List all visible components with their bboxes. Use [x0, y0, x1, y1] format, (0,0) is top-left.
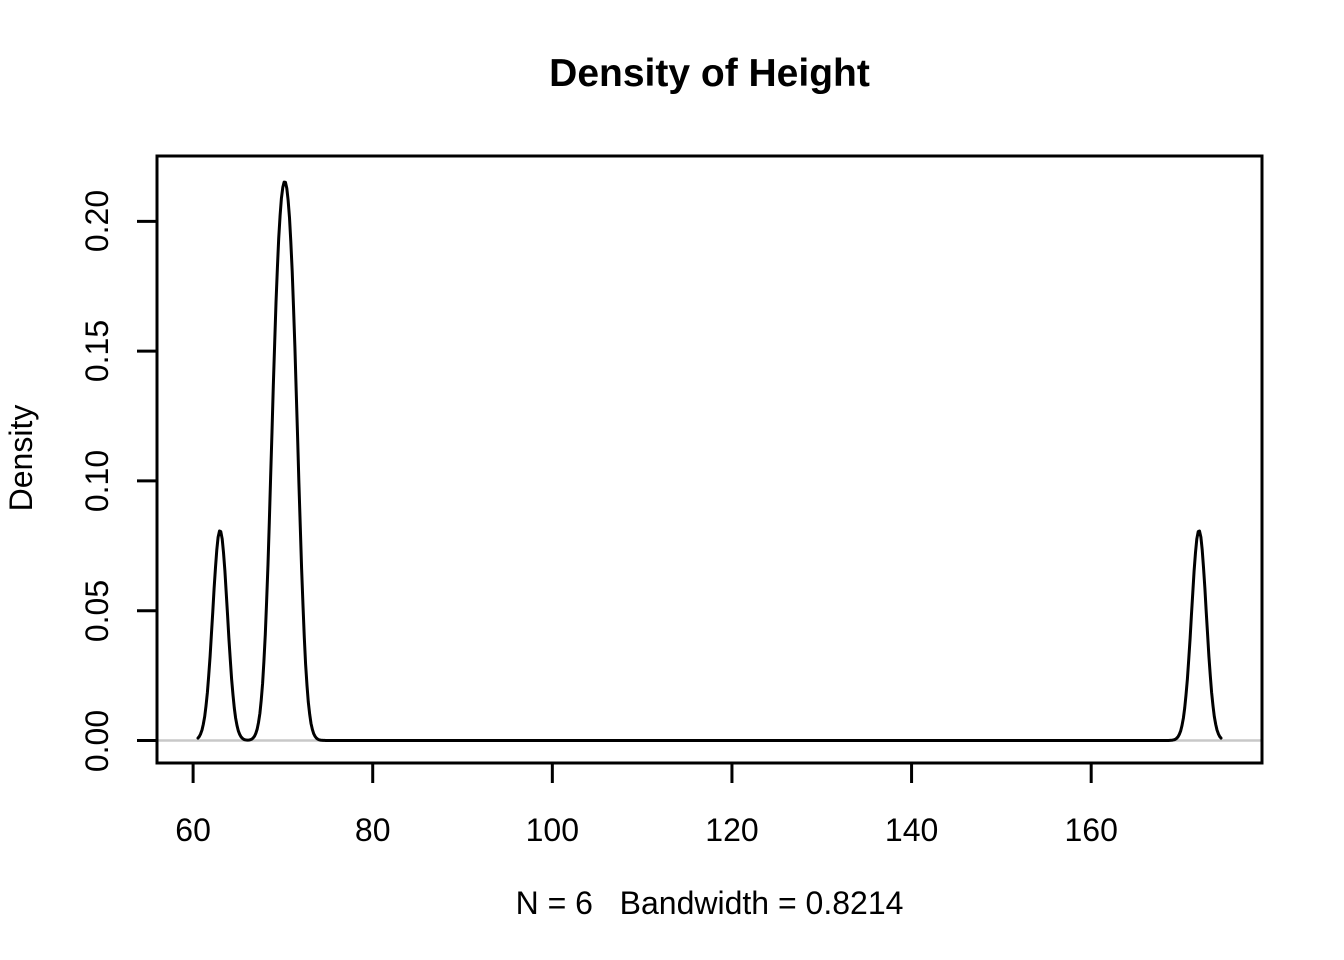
x-tick-label-140: 140	[884, 812, 939, 848]
x-tick-label-80: 80	[354, 812, 391, 848]
x-axis-label: N = 6 Bandwidth = 0.8214	[515, 885, 904, 921]
x-tick-label-60: 60	[175, 812, 211, 848]
density-curve	[196, 180, 1223, 742]
y-tick-label-0.15: 0.15	[79, 319, 115, 383]
chart-title: Density of Height	[549, 52, 870, 95]
plot-border	[155, 154, 1264, 765]
x-tick-label-160: 160	[1064, 812, 1118, 848]
y-tick-label-0.20: 0.20	[79, 190, 115, 253]
y-tick-label-0.10: 0.10	[79, 449, 115, 513]
y-tick-label-0.05: 0.05	[79, 579, 115, 642]
x-tick-label-100: 100	[525, 812, 579, 848]
x-tick-label-120: 120	[705, 812, 759, 848]
y-tick-label-0.00: 0.00	[79, 709, 115, 772]
